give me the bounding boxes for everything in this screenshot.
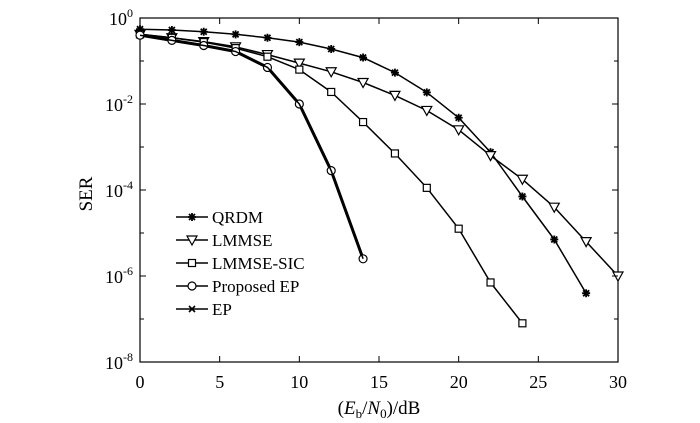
legend-label: EP (212, 300, 232, 319)
x-tick-labels: 0 5 10 15 20 25 30 (136, 372, 628, 392)
legend-marks (176, 213, 208, 313)
series-line-qrdm (139, 28, 587, 294)
y-tick-label: 100 (109, 6, 133, 29)
data-point-qrdm (582, 289, 591, 298)
data-point-lmmse (325, 67, 338, 78)
data-point-lmmse-sic (518, 319, 527, 328)
series-lmmse (133, 29, 625, 283)
legend-label: LMMSE (212, 231, 272, 250)
x-tick-label: 25 (529, 372, 547, 392)
x-tick-label: 0 (136, 372, 145, 392)
data-point-qrdm (390, 68, 399, 77)
y-tick-exponent: -8 (123, 350, 133, 364)
y-tick-base: 10 (105, 181, 123, 201)
series-lines (133, 25, 625, 328)
x-tick-label: 10 (290, 372, 308, 392)
legend-label: LMMSE-SIC (212, 254, 305, 273)
x-axis-title-e: E (343, 398, 356, 419)
data-point-lmmse (548, 202, 561, 214)
data-point-lmmse (357, 77, 370, 89)
data-point-lmmse-sic (486, 278, 495, 287)
data-point-lmmse-sic (358, 117, 368, 127)
data-point-qrdm (136, 25, 144, 34)
data-point-lmmse-sic (295, 65, 304, 74)
y-tick-label: 10-6 (105, 264, 133, 287)
series-ep (139, 34, 364, 260)
data-point-qrdm (550, 235, 559, 244)
data-point-lmmse (516, 174, 529, 186)
x-axis-title-n: N (366, 398, 381, 419)
data-point-qrdm (518, 192, 527, 201)
x-tick-label: 15 (370, 372, 388, 392)
data-point-lmmse-sic (390, 149, 400, 158)
x-axis-title-open: ( (338, 398, 344, 419)
data-point-lmmse (420, 105, 433, 117)
data-point-lmmse-sic (454, 224, 463, 233)
x-tick-label: 30 (609, 372, 627, 392)
x-tick-label: 20 (450, 372, 468, 392)
data-point-lmmse (293, 58, 306, 70)
legend-marker-ep (188, 305, 196, 313)
data-point-qrdm (359, 53, 368, 62)
legend-label: QRDM (212, 208, 263, 227)
data-point-qrdm (167, 26, 176, 35)
y-tick-label: 10-4 (105, 178, 133, 201)
data-point-qrdm (263, 33, 272, 42)
y-tick-exponent: -4 (123, 178, 133, 192)
series-line-ep (139, 34, 364, 260)
data-point-qrdm (231, 30, 240, 39)
legend-label: Proposed EP (212, 277, 299, 296)
y-tick-exponent: 0 (127, 6, 133, 20)
legend-marker-lmmse (185, 235, 199, 247)
x-axis-title-close: )/dB (387, 398, 421, 419)
x-axis-title-slash: / (362, 398, 368, 419)
x-axis-title: (Eb/N0)/dB (338, 398, 421, 421)
data-point-lmmse-sic (422, 183, 431, 192)
y-tick-label: 10-8 (105, 350, 133, 373)
y-tick-exponent: -2 (123, 92, 133, 106)
series-line-lmmse (139, 33, 619, 277)
legend: QRDM LMMSE LMMSE-SIC Proposed EP EP (176, 208, 305, 319)
y-tick-label: 10-2 (105, 92, 133, 115)
legend-marker-lmmse-sic (187, 258, 197, 268)
legend-marker-proposed-ep (187, 281, 197, 291)
data-point-qrdm (454, 113, 463, 122)
y-axis-title: SER (76, 176, 97, 211)
data-point-lmmse-sic (263, 52, 272, 61)
y-tick-labels: 100 10-2 10-4 10-6 10-8 (105, 6, 133, 373)
data-point-qrdm (422, 88, 431, 97)
x-axis-title-sub-b: b (356, 406, 363, 421)
data-point-qrdm (199, 27, 208, 36)
data-point-lmmse (484, 151, 497, 162)
data-point-qrdm (327, 44, 336, 53)
data-point-lmmse (580, 237, 593, 248)
data-point-lmmse (452, 125, 465, 137)
legend-marker-qrdm (188, 213, 196, 221)
y-tick-base: 10 (105, 267, 123, 287)
x-tick-label: 5 (215, 372, 224, 392)
data-point-qrdm (295, 38, 304, 47)
y-tick-base: 10 (109, 9, 127, 29)
y-tick-base: 10 (105, 353, 123, 373)
series-proposed-ep (135, 30, 368, 264)
y-tick-base: 10 (105, 95, 123, 115)
data-point-lmmse-sic (327, 87, 336, 97)
data-point-lmmse (388, 90, 401, 102)
axis-ticks (139, 17, 619, 363)
y-tick-exponent: -6 (123, 264, 133, 278)
x-axis-title-sub-0: 0 (380, 406, 387, 421)
